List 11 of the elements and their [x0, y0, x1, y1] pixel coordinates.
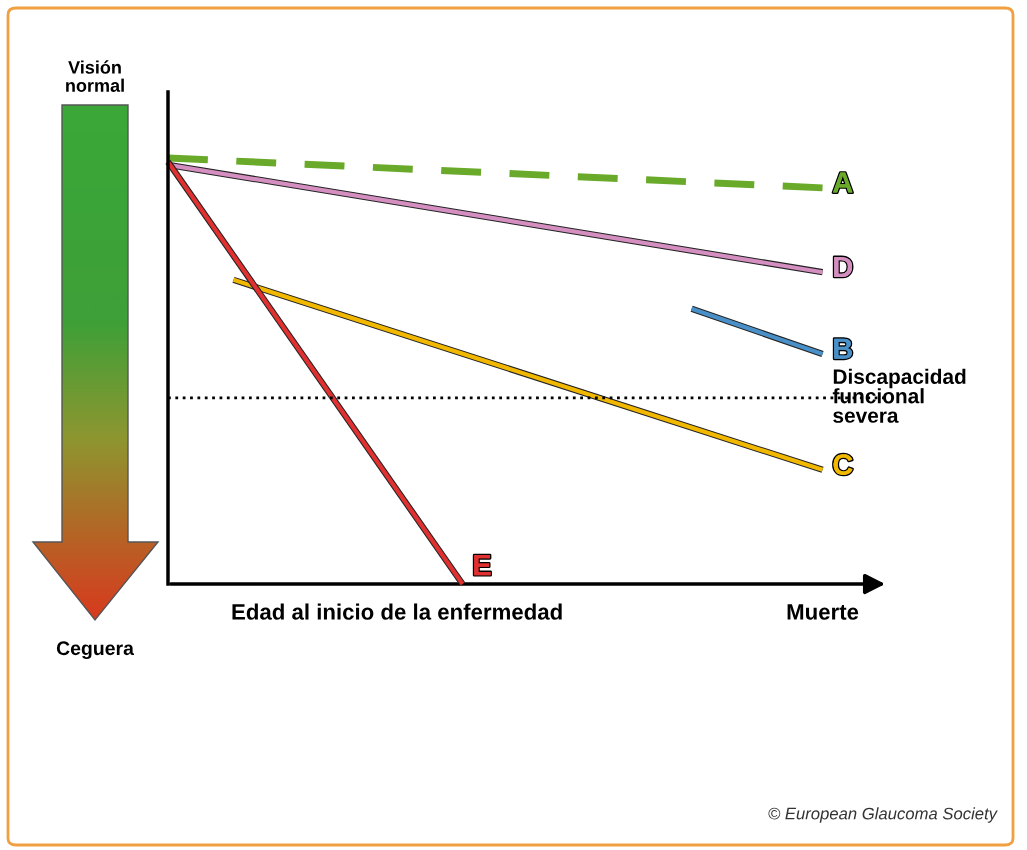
ref-line-label: Discapacidad funcional severa: [832, 368, 966, 423]
x-tick-label: Muerte: [787, 604, 859, 620]
series-label: E: [474, 555, 491, 576]
x-tick-label: Edad al inicio de la enfermedad: [232, 603, 562, 620]
series-label: B: [834, 338, 853, 359]
series-label: A: [832, 172, 853, 193]
series-label: D: [834, 256, 853, 277]
text: Ceguera: [56, 641, 135, 660]
text: © European Glaucoma Society: [768, 807, 998, 823]
series-label: C: [833, 454, 853, 475]
text: Visión normal: [66, 60, 124, 92]
